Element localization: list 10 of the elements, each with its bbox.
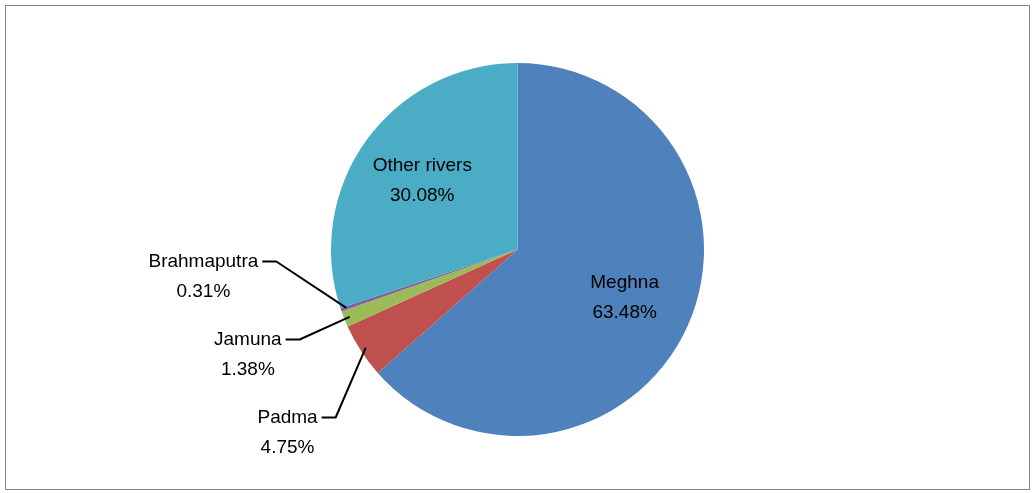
slice-label: Brahmaputra (148, 249, 259, 271)
data-label: 1.38% (220, 357, 275, 379)
data-label: 4.75% (260, 435, 315, 457)
slice-label: Other rivers (372, 153, 472, 175)
slice-label: Padma (257, 405, 319, 427)
data-label: 0.31% (176, 279, 231, 301)
slice-label: Jamuna (214, 327, 283, 349)
data-label: 30.08% (390, 183, 455, 205)
data-label: 63.48% (592, 301, 657, 323)
slice-label: Meghna (590, 271, 660, 293)
